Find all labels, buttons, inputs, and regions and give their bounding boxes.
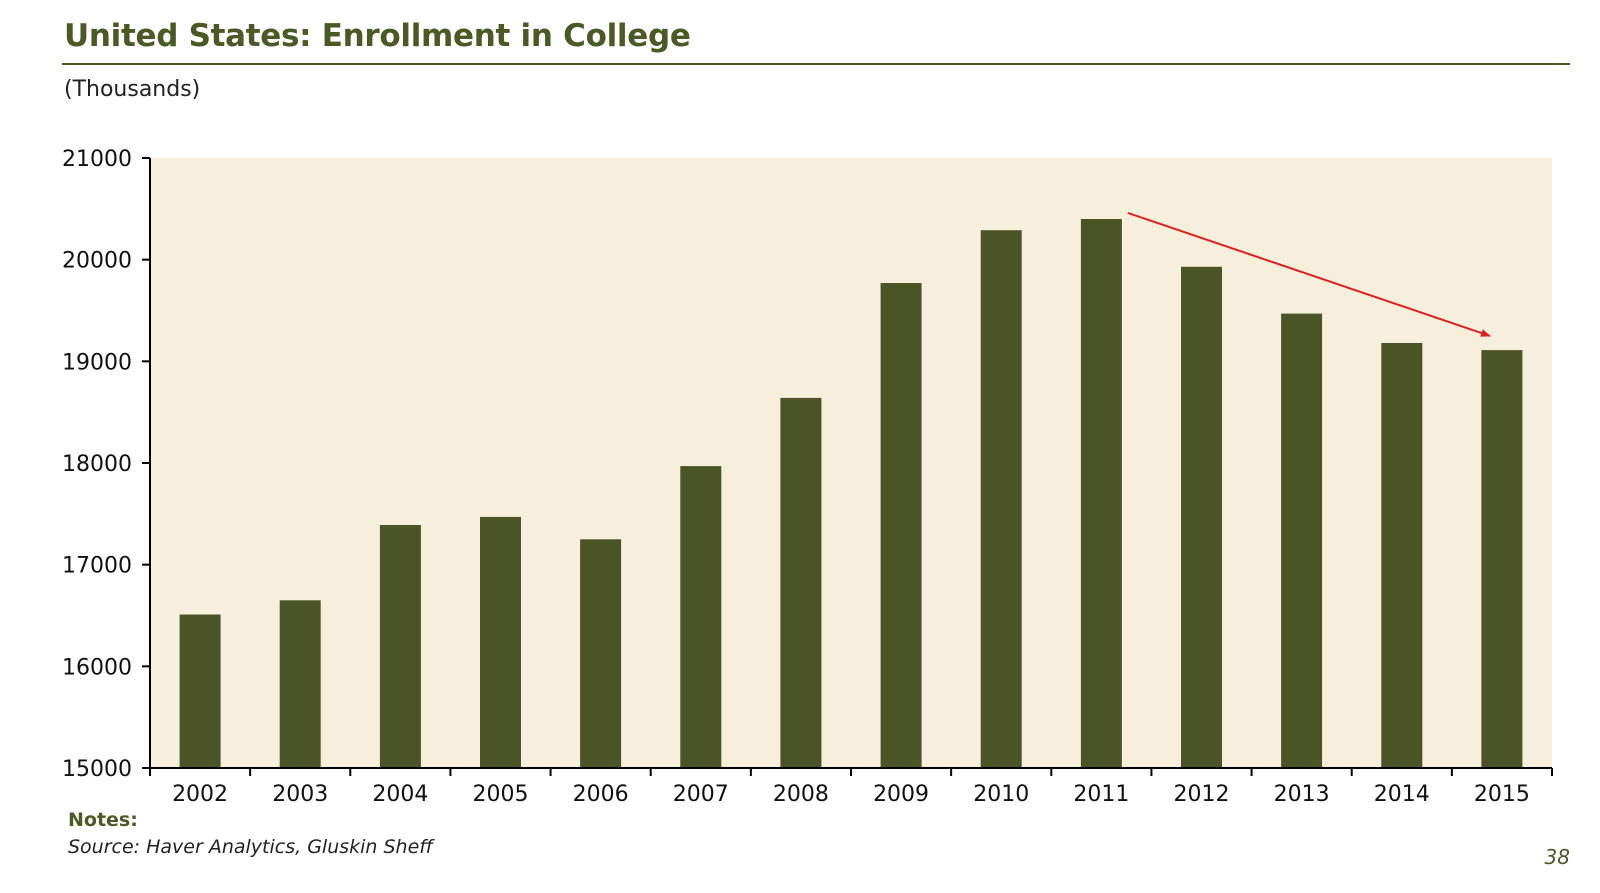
page-number: 38 xyxy=(1544,845,1570,869)
x-tick-label-2006: 2006 xyxy=(573,782,629,807)
notes-label: Notes: xyxy=(68,809,138,831)
plot-area xyxy=(150,158,1552,768)
bar-2012 xyxy=(1181,266,1222,768)
bar-2004 xyxy=(379,525,421,768)
bar-2007 xyxy=(680,466,722,768)
bar-2006 xyxy=(580,539,622,769)
x-tick-label-2005: 2005 xyxy=(473,782,529,807)
trend-arrow xyxy=(1127,211,1491,337)
bar-2003 xyxy=(279,600,321,769)
x-tick-label-2013: 2013 xyxy=(1274,782,1330,807)
x-tick-label-2007: 2007 xyxy=(673,782,729,807)
bar-2013 xyxy=(1281,313,1323,768)
x-tick-label-2012: 2012 xyxy=(1174,782,1230,807)
x-tick-label-2003: 2003 xyxy=(272,782,328,807)
y-tick-label-21000: 21000 xyxy=(62,147,132,172)
x-tick-label-2011: 2011 xyxy=(1073,782,1129,807)
x-tick-label-2004: 2004 xyxy=(372,782,428,807)
title-divider xyxy=(62,63,1570,65)
bar-2009 xyxy=(880,283,922,768)
x-tick-label-2015: 2015 xyxy=(1474,782,1530,807)
bar-2015 xyxy=(1481,350,1523,768)
x-tick-label-2008: 2008 xyxy=(773,782,829,807)
x-tick-label-2002: 2002 xyxy=(172,782,228,807)
y-tick-label-17000: 17000 xyxy=(62,554,132,579)
chart-subtitle: (Thousands) xyxy=(64,77,201,102)
x-tick-label-2010: 2010 xyxy=(973,782,1029,807)
x-tick-label-2014: 2014 xyxy=(1374,782,1430,807)
bar-2008 xyxy=(780,397,822,768)
y-tick-label-18000: 18000 xyxy=(62,452,132,477)
y-tick-label-20000: 20000 xyxy=(62,249,132,274)
bar-2002 xyxy=(179,614,221,768)
bar-2005 xyxy=(480,516,521,768)
bar-2011 xyxy=(1080,219,1122,768)
y-tick-label-15000: 15000 xyxy=(62,757,132,782)
x-tick-label-2009: 2009 xyxy=(873,782,929,807)
y-tick-label-19000: 19000 xyxy=(62,350,132,375)
source-text: Source: Haver Analytics, Gluskin Sheff xyxy=(68,836,433,858)
bar-2010 xyxy=(980,230,1022,768)
y-tick-label-16000: 16000 xyxy=(62,655,132,680)
bar-2014 xyxy=(1381,343,1423,768)
chart-title: United States: Enrollment in College xyxy=(64,18,691,54)
